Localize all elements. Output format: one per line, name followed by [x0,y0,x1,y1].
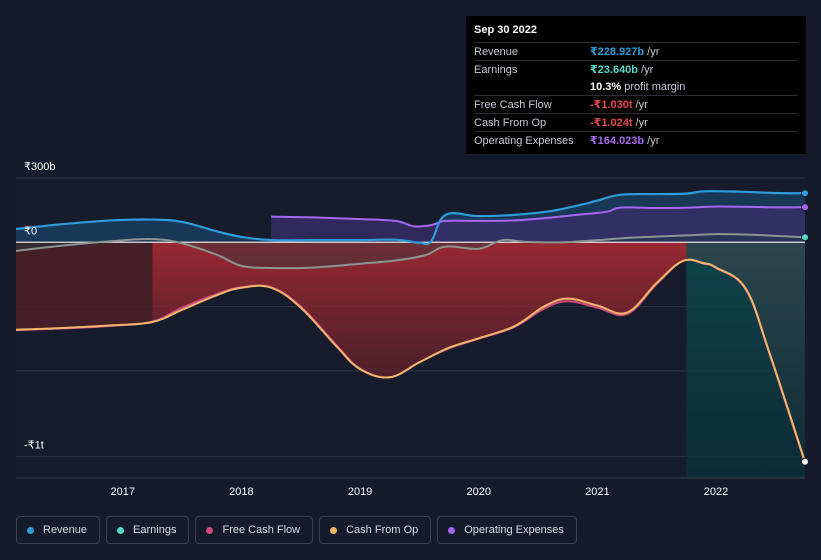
operating-expenses-line [271,205,806,228]
tooltip-label: Revenue [474,45,519,58]
tooltip-value: -₹1.030t [590,99,633,111]
legend-item-free-cash-flow[interactable]: Free Cash Flow [195,516,314,544]
y-tick-label: ₹0 [24,225,37,237]
series-end-marker [801,457,809,466]
x-tick-label: 2021 [585,486,609,498]
tooltip-row-free-cash-flow: Free Cash Flow -₹1.030t /yr [474,95,798,113]
tooltip-unit: profit margin [624,80,686,93]
legend-dot-icon [117,526,125,534]
series-end-marker [801,233,809,242]
opex-area [271,206,806,243]
tooltip-row-earnings: Earnings ₹23.640b /yr [474,60,798,78]
y-tick-label: -₹1t [24,440,44,452]
x-tick-label: 2018 [229,486,253,498]
plot-area [16,190,806,478]
tooltip-label: Operating Expenses [474,134,574,147]
tooltip-value: 10.3% [590,80,622,93]
legend-label: Revenue [43,524,88,536]
tooltip-label: Free Cash Flow [474,98,552,111]
legend-dot-icon [206,526,214,534]
earnings-line [16,233,806,270]
x-tick-label: 2017 [111,486,135,498]
tooltip-unit: /yr [647,45,660,58]
legend-item-cash-from-op[interactable]: Cash From Op [319,516,432,544]
cash-from-op-line [16,258,806,463]
tooltip-row-cash-from-op: Cash From Op -₹1.024t /yr [474,113,798,131]
tooltip-unit: /yr [635,116,648,129]
series-end-marker [801,189,809,198]
tooltip-unit: /yr [635,98,648,111]
tooltip-unit: /yr [647,134,660,147]
series-end-marker [801,203,809,212]
legend-label: Operating Expenses [464,524,564,536]
legend-dot-icon [448,526,456,534]
revenue-line [16,190,806,246]
legend-label: Free Cash Flow [222,524,301,536]
data-tooltip: Sep 30 2022 Revenue ₹228.927b /yr Earnin… [466,16,806,154]
fcf-area [152,242,805,463]
tooltip-unit: /yr [641,63,654,76]
x-tick-label: 2020 [466,486,490,498]
fcf-early-area [16,242,153,331]
y-tick-label: ₹300b [24,161,55,173]
tooltip-date: Sep 30 2022 [474,24,537,36]
legend-item-operating-expenses[interactable]: Operating Expenses [437,516,577,544]
legend-dot-icon [27,526,34,534]
tooltip-label: Earnings [474,63,518,76]
chart-legend: Revenue Earnings Free Cash Flow Cash Fro… [16,516,577,546]
tooltip-row-operating-expenses: Operating Expenses ₹164.023b /yr [474,131,798,149]
recent-period-highlight [686,242,805,478]
legend-item-revenue[interactable]: Revenue [16,516,101,544]
tooltip-value: -₹1.024t [590,117,633,129]
legend-item-earnings[interactable]: Earnings [106,516,190,544]
legend-label: Cash From Op [346,524,419,536]
x-tick-label: 2019 [348,486,372,498]
tooltip-label: Cash From Op [474,116,547,129]
tooltip-value: ₹228.927b [590,46,645,58]
tooltip-row-profit-margin: 10.3% profit margin [474,78,798,95]
legend-label: Earnings [133,524,177,536]
legend-dot-icon [330,526,338,534]
tooltip-row-revenue: Revenue ₹228.927b /yr [474,42,798,60]
x-tick-label: 2022 [704,486,728,498]
tooltip-value: ₹23.640b [590,64,639,76]
tooltip-value: ₹164.023b [590,135,645,147]
